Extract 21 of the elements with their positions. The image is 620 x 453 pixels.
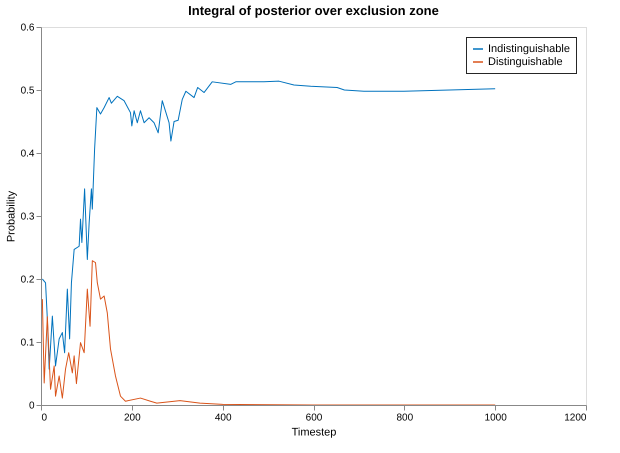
legend-label: Indistinguishable [488,43,570,55]
y-axis-title: Probability [6,190,18,242]
y-tick-label: 0.1 [20,338,35,348]
line-series [42,80,496,370]
chart-title: Integral of posterior over exclusion zone [188,3,439,18]
y-tick-label: 0.4 [20,148,35,160]
legend-label: Distinguishable [488,56,563,68]
y-tick-label: 0.3 [20,212,35,222]
x-tick-label: 200 [124,412,142,424]
x-tick-label: 1200 [564,412,587,424]
x-tick-label: 800 [396,412,414,424]
y-tick-label: 0.6 [20,22,35,34]
line-series [42,260,496,405]
x-tick-label: 600 [306,412,323,424]
x-tick-label: 0 [42,412,48,424]
y-tick-label: 0.2 [20,274,35,286]
x-tick-label: 400 [214,412,232,424]
y-tick-label: 0 [28,400,35,412]
x-axis-title: Timestep [292,426,336,438]
y-tick-label: 0.5 [20,86,35,96]
x-tick-label: 1000 [484,412,508,424]
